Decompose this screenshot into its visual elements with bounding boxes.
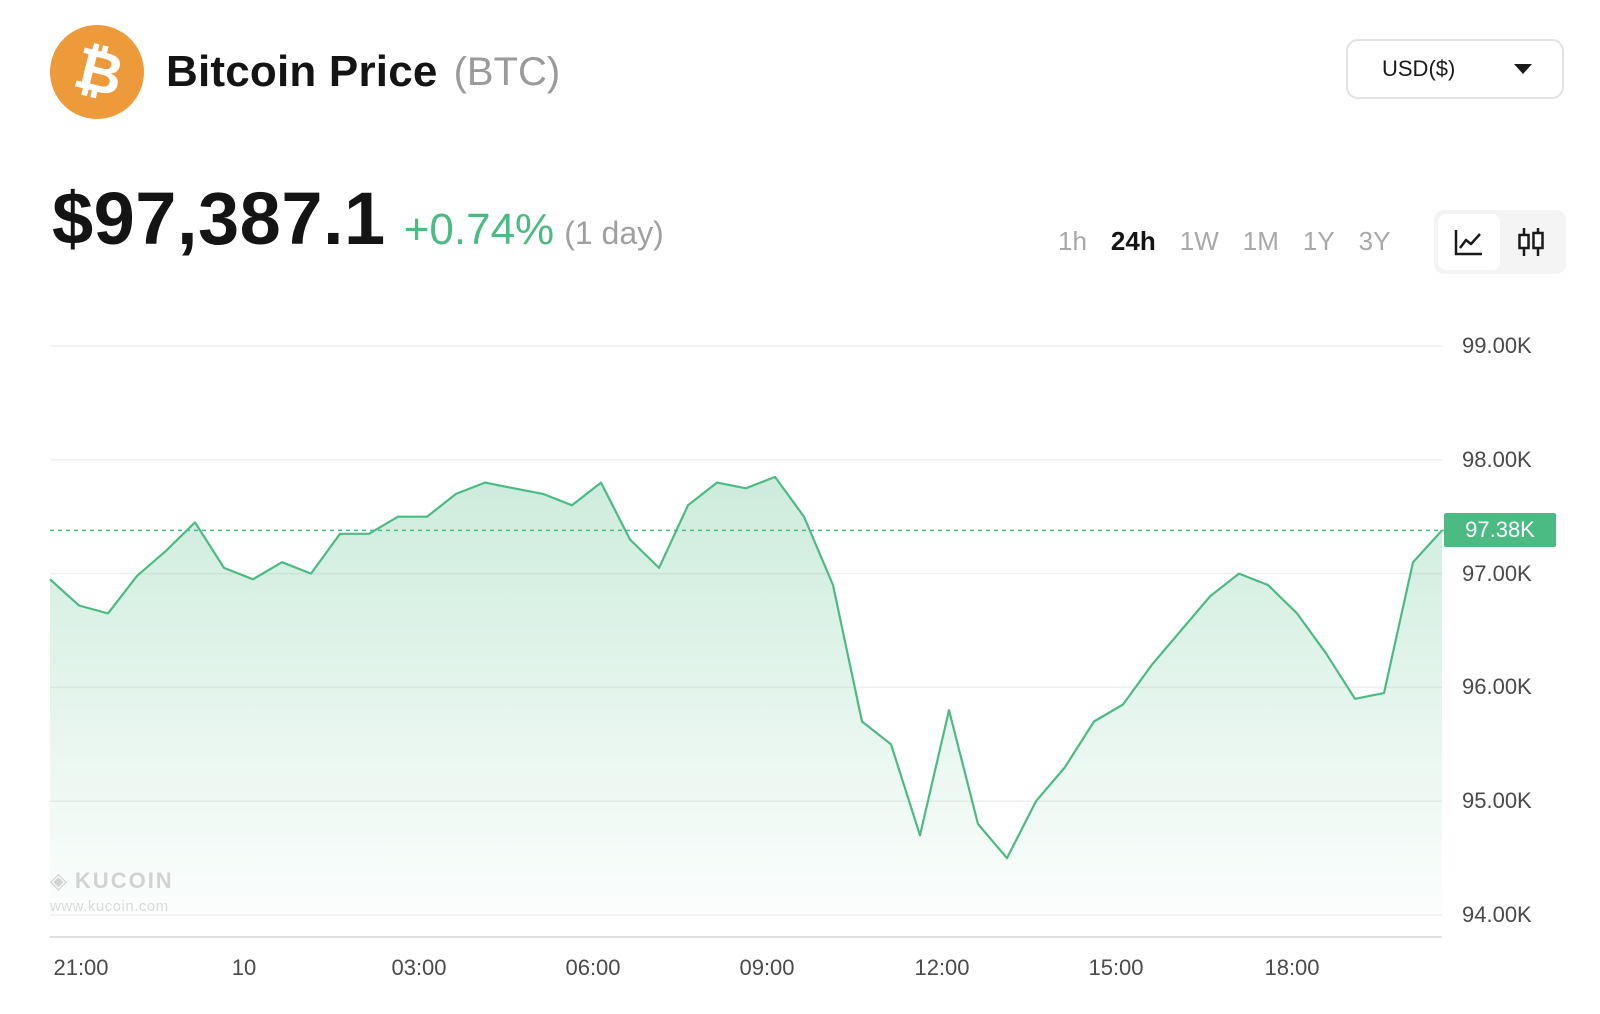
x-tick-label: 06:00 <box>565 955 621 980</box>
timeframe-tabs: 1h 24h 1W 1M 1Y 3Y <box>1058 226 1414 257</box>
bitcoin-icon: ₿ <box>50 25 144 119</box>
current-price-tag: 97.38K <box>1444 513 1556 548</box>
x-tick-label: 03:00 <box>391 955 447 980</box>
caret-down-icon <box>1514 64 1532 74</box>
watermark: ◈ KUCOIN www.kucoin.com <box>50 868 174 915</box>
price-line <box>49 475 1443 860</box>
x-tick-label: 21:00 <box>53 955 109 980</box>
header: ₿ Bitcoin Price (BTC) <box>50 24 560 120</box>
currency-label: USD($) <box>1382 56 1456 81</box>
y-tick-label: 95.00K <box>1462 788 1532 814</box>
tab-1m[interactable]: 1M <box>1242 226 1279 256</box>
x-tick-label: 15:00 <box>1088 955 1144 980</box>
y-tick-label: 94.00K <box>1462 902 1532 927</box>
price-area <box>50 476 1442 915</box>
currency-select[interactable]: USD($) <box>1346 39 1564 99</box>
candlestick-chart-icon <box>1518 228 1544 256</box>
x-tick-label: 10 <box>231 955 257 980</box>
tab-1w[interactable]: 1W <box>1179 226 1219 256</box>
tab-1y[interactable]: 1Y <box>1302 226 1335 256</box>
line-chart-button[interactable] <box>1438 214 1500 270</box>
y-tick-label: 96.00K <box>1462 674 1532 700</box>
x-tick-label: 09:00 <box>739 955 795 980</box>
tab-24h[interactable]: 24h <box>1110 226 1156 256</box>
line-chart-icon <box>1454 230 1482 256</box>
kucoin-logo-icon: ◈ <box>50 868 69 893</box>
x-tick-label: 12:00 <box>914 955 970 980</box>
price-change: +0.74% <box>403 205 555 254</box>
ticker-symbol: (BTC) <box>453 49 561 94</box>
tab-3y[interactable]: 3Y <box>1358 226 1391 256</box>
tab-1h[interactable]: 1h <box>1058 226 1087 256</box>
price-row: $97,387.1 +0.74% (1 day) <box>52 176 664 261</box>
watermark-url: www.kucoin.com <box>50 898 169 915</box>
watermark-brand: KUCOIN <box>74 868 174 893</box>
y-tick-label: 99.00K <box>1462 333 1532 358</box>
current-price: $97,387.1 <box>52 177 386 260</box>
page-title: Bitcoin Price <box>166 47 438 96</box>
candlestick-chart-button[interactable] <box>1500 214 1562 270</box>
chart-type-toggle <box>1434 210 1566 274</box>
x-tick-label: 18:00 <box>1264 955 1320 980</box>
y-tick-label: 97.00K <box>1462 560 1532 586</box>
change-period: (1 day) <box>564 215 664 251</box>
y-tick-label: 98.00K <box>1462 446 1532 472</box>
